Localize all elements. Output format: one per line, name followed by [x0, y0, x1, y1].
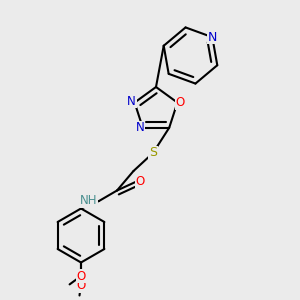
Text: N: N [127, 94, 136, 107]
Text: O: O [136, 175, 145, 188]
Text: O: O [76, 279, 85, 292]
Text: O: O [176, 96, 185, 109]
Text: NH: NH [80, 194, 98, 208]
Text: O: O [76, 269, 85, 283]
Text: N: N [135, 121, 144, 134]
Text: N: N [208, 31, 217, 44]
Text: S: S [149, 146, 157, 160]
